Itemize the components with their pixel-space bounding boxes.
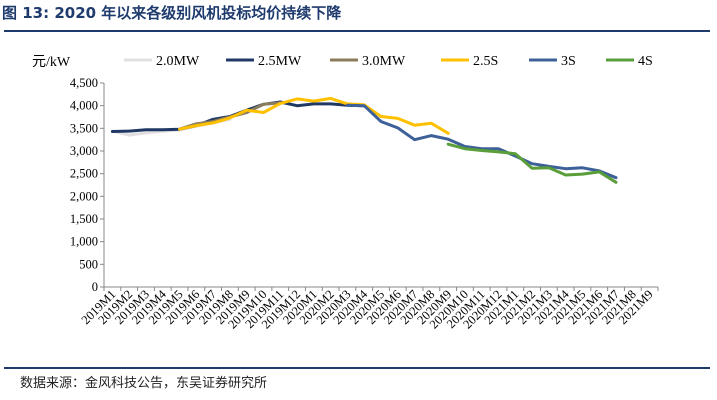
series-line-4s <box>446 142 618 184</box>
y-tick-label: 0 <box>92 280 98 294</box>
y-tick-label: 2,500 <box>70 167 98 181</box>
y-tick-label: 3,000 <box>70 144 98 158</box>
y-axis: 0 500 1,000 1,500 2,000 2,500 3,000 3,500 4,000 4… <box>70 76 105 294</box>
series-lines <box>110 96 618 184</box>
y-tick-label: 3,500 <box>70 121 98 135</box>
x-axis: 2019M12019M22019M32019M42019M52019M62019… <box>79 286 659 332</box>
y-axis-unit-label: 元/kW <box>32 55 71 70</box>
legend-label: 2.5S <box>473 54 498 69</box>
y-tick-label: 1,000 <box>70 235 98 249</box>
y-tick-label: 2,000 <box>70 189 98 203</box>
legend-label: 2.0MW <box>156 54 200 69</box>
y-tick-label: 1,500 <box>70 212 98 226</box>
y-tick-label: 4,000 <box>70 99 98 113</box>
chart-legend: 2.0MW 2.5MW 3.0MW 2.5S 3S 4S <box>124 54 653 69</box>
source-rule <box>4 367 710 369</box>
legend-label: 3S <box>561 54 576 69</box>
figure-title: 图 13: 2020 年以来各级别风机投标均价持续下降 <box>2 4 342 22</box>
title-rule <box>4 6 710 32</box>
series-line-2-5mw <box>110 100 366 133</box>
legend-label: 2.5MW <box>258 54 302 69</box>
legend-label: 3.0MW <box>362 54 406 69</box>
legend-label: 4S <box>638 54 653 69</box>
y-tick-label: 500 <box>79 257 98 271</box>
y-tick-label: 4,500 <box>70 76 98 90</box>
source-note: 数据来源：金风科技公告，东吴证券研究所 <box>20 376 268 391</box>
series-line-3s <box>345 103 618 180</box>
series-line-2-5s <box>178 96 450 135</box>
